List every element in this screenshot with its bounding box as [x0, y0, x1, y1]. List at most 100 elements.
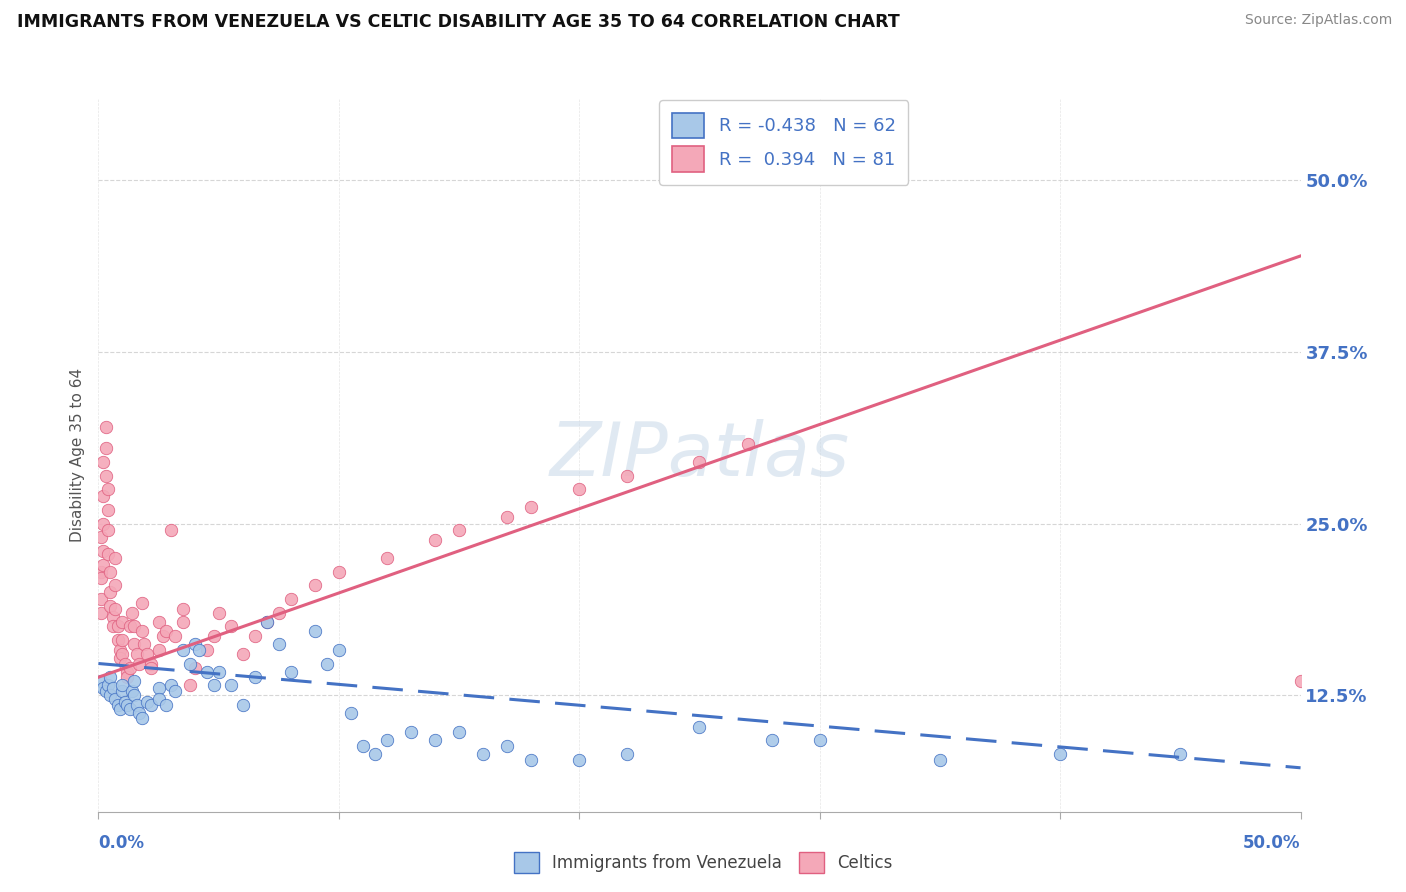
Point: [124, 637, 146, 651]
Point: [101, 681, 124, 696]
Point: [232, 698, 254, 712]
Point: [315, 657, 337, 671]
Point: [165, 629, 187, 643]
Point: [616, 468, 638, 483]
Point: [94, 420, 117, 434]
Point: [616, 747, 638, 761]
Point: [179, 657, 201, 671]
Point: [114, 695, 136, 709]
Point: [328, 642, 350, 657]
Text: Source: ZipAtlas.com: Source: ZipAtlas.com: [1244, 13, 1392, 28]
Point: [90, 674, 112, 689]
Point: [256, 615, 278, 630]
Point: [472, 747, 495, 761]
Point: [423, 533, 446, 547]
Point: [90, 530, 112, 544]
Point: [148, 692, 170, 706]
Point: [128, 657, 150, 671]
Point: [188, 642, 211, 657]
Point: [328, 565, 350, 579]
Point: [243, 670, 266, 684]
Point: [90, 606, 112, 620]
Point: [107, 633, 129, 648]
Point: [280, 592, 302, 607]
Point: [97, 503, 120, 517]
Point: [131, 596, 153, 610]
Point: [94, 684, 117, 698]
Point: [111, 647, 134, 661]
Point: [132, 637, 155, 651]
Point: [121, 606, 143, 620]
Text: IMMIGRANTS FROM VENEZUELA VS CELTIC DISABILITY AGE 35 TO 64 CORRELATION CHART: IMMIGRANTS FROM VENEZUELA VS CELTIC DISA…: [17, 13, 900, 31]
Point: [111, 684, 134, 698]
Point: [352, 739, 374, 753]
Point: [148, 642, 170, 657]
Point: [91, 558, 114, 572]
Point: [117, 665, 139, 679]
Point: [761, 733, 783, 747]
Point: [202, 629, 225, 643]
Point: [195, 665, 218, 679]
Point: [267, 606, 290, 620]
Point: [141, 698, 163, 712]
Point: [689, 720, 711, 734]
Point: [135, 695, 157, 709]
Point: [100, 585, 122, 599]
Point: [447, 524, 470, 538]
Point: [111, 633, 134, 648]
Point: [91, 489, 114, 503]
Point: [94, 441, 117, 455]
Point: [111, 615, 134, 630]
Point: [183, 637, 205, 651]
Point: [340, 706, 363, 720]
Point: [568, 482, 591, 496]
Point: [100, 670, 122, 684]
Point: [447, 725, 470, 739]
Point: [152, 629, 174, 643]
Point: [107, 698, 129, 712]
Point: [108, 702, 131, 716]
Point: [118, 660, 141, 674]
Point: [124, 674, 146, 689]
Point: [183, 660, 205, 674]
Point: [737, 437, 759, 451]
Point: [399, 725, 422, 739]
Point: [148, 615, 170, 630]
Point: [97, 524, 120, 538]
Point: [94, 468, 117, 483]
Point: [97, 547, 120, 561]
Point: [91, 455, 114, 469]
Point: [496, 739, 519, 753]
Point: [202, 678, 225, 692]
Point: [141, 660, 163, 674]
Point: [108, 651, 131, 665]
Point: [111, 678, 134, 692]
Point: [124, 688, 146, 702]
Point: [104, 601, 127, 615]
Point: [107, 619, 129, 633]
Point: [808, 733, 831, 747]
Point: [232, 647, 254, 661]
Point: [104, 692, 127, 706]
Point: [159, 678, 181, 692]
Point: [117, 670, 139, 684]
Point: [148, 681, 170, 696]
Point: [364, 747, 387, 761]
Point: [520, 500, 543, 514]
Point: [124, 619, 146, 633]
Point: [928, 753, 950, 767]
Point: [91, 544, 114, 558]
Point: [135, 647, 157, 661]
Point: [304, 624, 326, 638]
Point: [104, 550, 127, 565]
Point: [131, 624, 153, 638]
Point: [179, 678, 201, 692]
Point: [117, 698, 139, 712]
Point: [208, 665, 231, 679]
Text: 0.0%: 0.0%: [98, 834, 145, 852]
Point: [280, 665, 302, 679]
Point: [689, 455, 711, 469]
Point: [423, 733, 446, 747]
Point: [172, 615, 194, 630]
Point: [125, 647, 148, 661]
